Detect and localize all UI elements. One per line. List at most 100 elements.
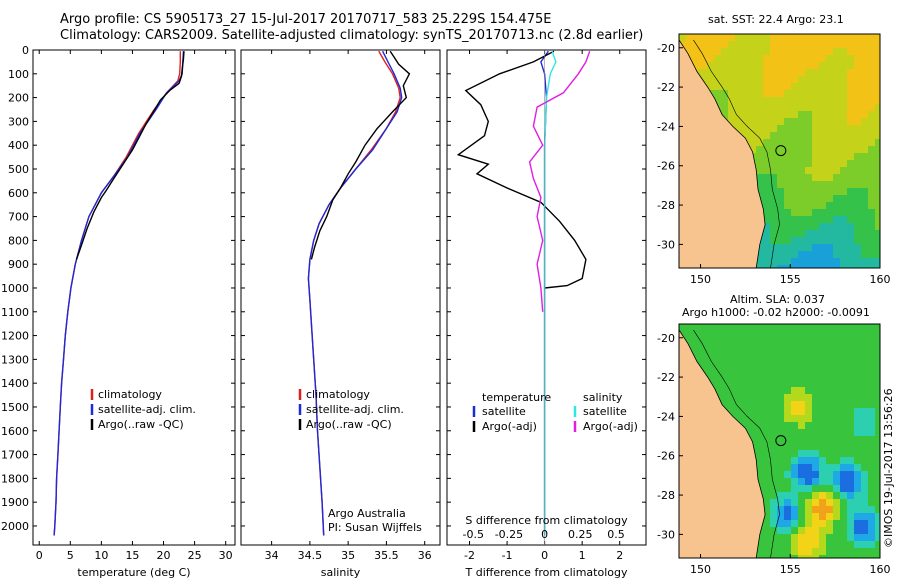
legend-label: Argo(..raw -QC) <box>306 418 392 431</box>
depth-tick-label: 700 <box>8 211 29 224</box>
x-tick-label: 36 <box>418 549 432 562</box>
legend-label: satellite-adj. clim. <box>98 403 196 416</box>
lon-tick-label: 160 <box>870 563 891 576</box>
series-line-sat <box>307 50 403 536</box>
depth-tick-label: 100 <box>8 68 29 81</box>
lat-tick-label: -26 <box>657 160 675 173</box>
lon-tick-label: 150 <box>690 563 711 576</box>
series-line-sal_argo <box>528 50 591 312</box>
annotation-line2: PI: Susan Wijffels <box>328 521 422 534</box>
depth-tick-label: 1800 <box>1 472 29 485</box>
imos-timestamp: ©IMOS 19-Jul-2017 13:56:26 <box>882 388 895 548</box>
legend-label: climatology <box>306 388 370 401</box>
depth-tick-label: 2000 <box>1 520 29 533</box>
lat-tick-label: -30 <box>657 528 675 541</box>
map-sst <box>678 33 881 269</box>
depth-tick-label: 900 <box>8 258 29 271</box>
legend-label: satellite <box>482 405 526 418</box>
lat-tick-label: -24 <box>657 410 675 423</box>
depth-tick-label: 300 <box>8 115 29 128</box>
x-tick-label: -2 <box>464 549 475 562</box>
x-tick-label: 20 <box>157 549 171 562</box>
x-tick-label: 15 <box>125 549 139 562</box>
x-tick-label: 34 <box>265 549 279 562</box>
series-line-argo <box>310 50 411 260</box>
lat-tick-label: -28 <box>657 199 675 212</box>
lat-tick-label: -22 <box>657 81 675 94</box>
s-tick-label: 0.25 <box>568 528 593 541</box>
depth-tick-label: 1000 <box>1 282 29 295</box>
sla-map-title-2: Argo h1000: -0.02 h2000: -0.0091 <box>682 306 870 319</box>
series-line-sal_sat <box>543 50 557 536</box>
x-tick-label: 5 <box>67 549 74 562</box>
legend-label: Argo(..raw -QC) <box>98 418 184 431</box>
x-tick-label: 35.5 <box>374 549 399 562</box>
lat-tick-label: -20 <box>657 332 675 345</box>
legend-label: Argo(-adj) <box>482 420 537 433</box>
depth-tick-label: 1300 <box>1 353 29 366</box>
x-tick-label: 2 <box>616 549 623 562</box>
x-axis-label: T difference from climatology <box>465 566 628 579</box>
x-tick-label: 35 <box>341 549 355 562</box>
legend-label: satellite-adj. clim. <box>306 403 404 416</box>
map-sla <box>678 323 881 559</box>
x-tick-label: 1 <box>579 549 586 562</box>
lat-tick-label: -26 <box>657 450 675 463</box>
x-axis-label: salinity <box>321 566 361 579</box>
argo-position-marker <box>775 145 787 157</box>
map-frame <box>678 323 881 559</box>
series-line-clim <box>53 51 182 536</box>
chart-title-line1: Argo profile: CS 5905173_27 15-Jul-2017 … <box>60 12 552 27</box>
depth-tick-label: 400 <box>8 139 29 152</box>
s-tick-label: -0.5 <box>463 528 484 541</box>
x-tick-label: 10 <box>94 549 108 562</box>
legend-label: satellite <box>583 405 627 418</box>
legend-label: Argo(-adj) <box>583 420 638 433</box>
lat-tick-label: -22 <box>657 371 675 384</box>
lon-tick-label: 155 <box>780 563 801 576</box>
depth-tick-label: 1600 <box>1 425 29 438</box>
bathymetry-contour <box>693 329 780 559</box>
x-tick-label: 25 <box>188 549 202 562</box>
map-frame <box>678 33 881 269</box>
lat-tick-label: -24 <box>657 120 675 133</box>
depth-tick-label: 1900 <box>1 496 29 509</box>
series-line-argo <box>456 50 587 289</box>
legend-label: climatology <box>98 388 162 401</box>
lon-tick-label: 160 <box>870 273 891 286</box>
series-line-sat <box>53 51 185 536</box>
depth-tick-label: 200 <box>8 92 29 105</box>
depth-tick-label: 1400 <box>1 377 29 390</box>
series-line-argo <box>75 51 185 260</box>
lon-tick-label: 150 <box>690 273 711 286</box>
sla-map-title-1: Altim. SLA: 0.037 <box>730 293 826 306</box>
sst-map-title: sat. SST: 22.4 Argo: 23.1 <box>708 13 844 26</box>
x-tick-label: -1 <box>502 549 513 562</box>
series-line-clim <box>307 50 401 536</box>
x-axis-label: temperature (deg C) <box>77 566 190 579</box>
legend-temperature-title: temperature <box>482 391 551 404</box>
s-tick-label: 0 <box>541 528 548 541</box>
x-tick-label: 34.5 <box>298 549 323 562</box>
panel-frame-3 <box>446 49 647 546</box>
depth-tick-label: 800 <box>8 234 29 247</box>
x-tick-label: 30 <box>219 549 233 562</box>
depth-tick-label: 600 <box>8 187 29 200</box>
depth-tick-label: 1700 <box>1 449 29 462</box>
lat-tick-label: -28 <box>657 489 675 502</box>
depth-tick-label: 1200 <box>1 330 29 343</box>
depth-tick-label: 0 <box>22 44 29 57</box>
depth-tick-label: 1100 <box>1 306 29 319</box>
argo-position-marker <box>775 435 787 447</box>
x-tick-label: 0 <box>36 549 43 562</box>
lat-tick-label: -20 <box>657 42 675 55</box>
s-tick-label: -0.25 <box>495 528 523 541</box>
s-tick-label: 0.5 <box>607 528 625 541</box>
depth-tick-label: 1500 <box>1 401 29 414</box>
panel-frame-1 <box>32 49 236 546</box>
panel-frame-2 <box>240 49 441 546</box>
s-axis-label: S difference from climatology <box>465 514 628 527</box>
lat-tick-label: -30 <box>657 238 675 251</box>
x-tick-label: 0 <box>541 549 548 562</box>
